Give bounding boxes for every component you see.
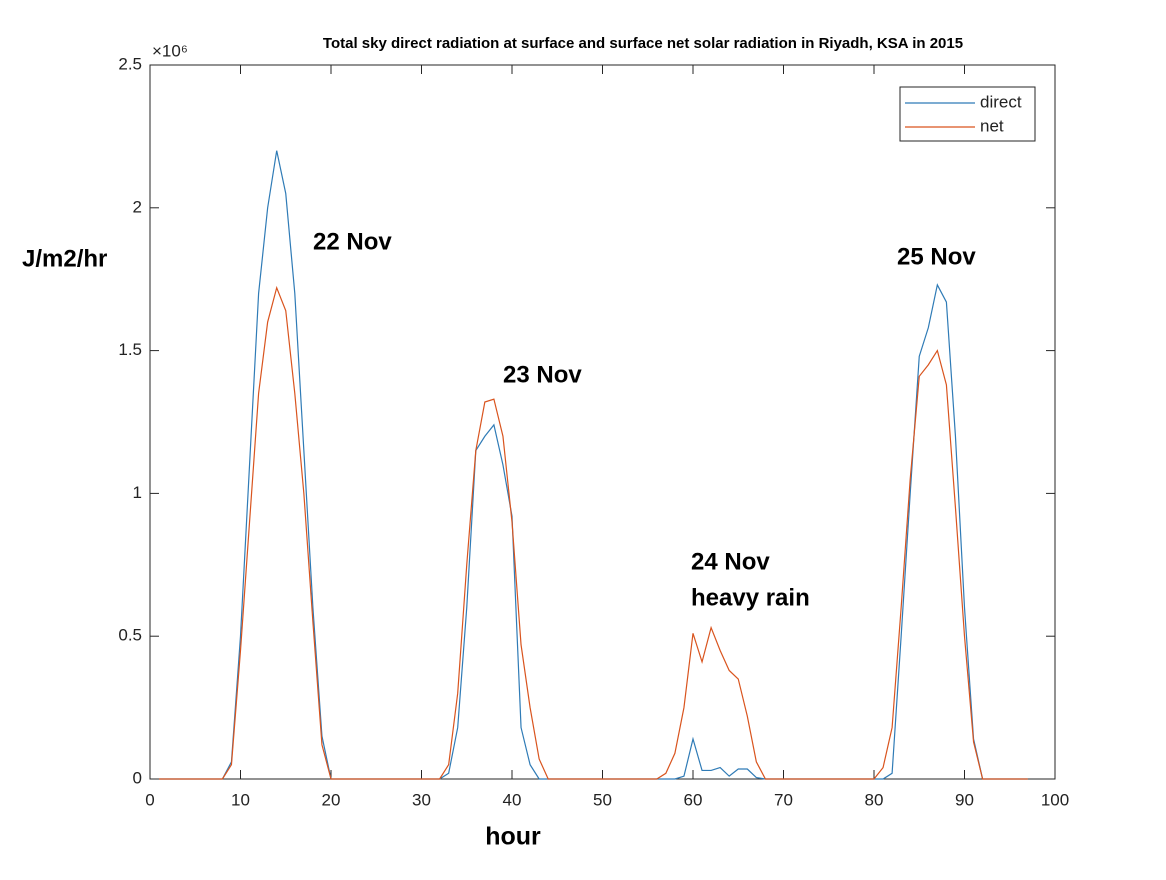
y-tick-label: 2 <box>133 197 142 216</box>
plot-area <box>149 64 1056 780</box>
annotation: 25 Nov <box>897 243 976 270</box>
y-tick-label: 1.5 <box>118 340 142 359</box>
y-multiplier: ×10⁶ <box>152 41 188 60</box>
x-tick-label: 100 <box>1041 790 1069 809</box>
legend-box <box>899 86 1036 142</box>
x-tick-label: 90 <box>955 790 974 809</box>
annotation: 24 Nov <box>691 548 770 575</box>
x-axis-label: hour <box>485 823 541 851</box>
y-tick-label: 0 <box>133 768 142 787</box>
annotation: 22 Nov <box>313 228 392 255</box>
chart-title: Total sky direct radiation at surface an… <box>323 35 963 52</box>
data-line <box>159 285 1028 780</box>
y-tick-label: 2.5 <box>118 54 142 73</box>
x-tick-label: 40 <box>503 790 522 809</box>
x-tick-label: 80 <box>865 790 884 809</box>
x-tick-label: 70 <box>774 790 793 809</box>
legend-label: net <box>980 116 1004 135</box>
x-tick-label: 20 <box>322 790 341 809</box>
x-tick-label: 50 <box>593 790 612 809</box>
annotation: heavy rain <box>691 584 810 611</box>
y-axis-label: J/m2/hr <box>22 245 107 272</box>
x-tick-label: 30 <box>412 790 431 809</box>
annotation: 23 Nov <box>503 361 582 388</box>
y-tick-label: 0.5 <box>118 626 142 645</box>
x-tick-label: 0 <box>145 790 154 809</box>
y-tick-label: 1 <box>133 483 142 502</box>
legend-label: direct <box>980 92 1022 111</box>
x-tick-label: 10 <box>231 790 250 809</box>
x-tick-label: 60 <box>684 790 703 809</box>
